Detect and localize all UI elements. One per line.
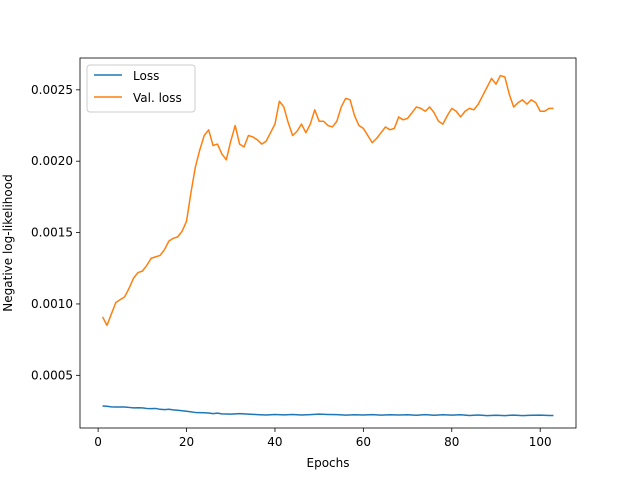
x-tick-label: 0	[94, 435, 102, 449]
y-tick-label: 0.0025	[31, 83, 73, 97]
legend: Loss Val. loss	[86, 64, 196, 113]
legend-box	[86, 64, 196, 113]
series-line-val-loss	[101, 74, 554, 327]
x-tick-label: 20	[179, 435, 194, 449]
y-tick-label: 0.0015	[31, 226, 73, 240]
legend-label-val-loss: Val. loss	[133, 91, 182, 105]
x-axis: 0 20 40 60 80 100	[94, 428, 552, 449]
y-tick-label: 0.0005	[31, 368, 73, 382]
y-axis: 0.0005 0.0010 0.0015 0.0020 0.0025	[31, 83, 80, 382]
x-axis-label: Epochs	[307, 456, 350, 470]
x-tick-label: 80	[444, 435, 459, 449]
x-tick-label: 60	[356, 435, 371, 449]
legend-label-loss: Loss	[133, 69, 159, 83]
y-axis-label: Negative log-likelihood	[1, 174, 15, 311]
y-tick-label: 0.0020	[31, 154, 73, 168]
series-line-loss	[102, 405, 554, 417]
plot-frame	[79, 57, 577, 429]
x-tick-label: 40	[267, 435, 282, 449]
y-tick-label: 0.0010	[31, 297, 73, 311]
series-layer	[101, 74, 554, 417]
x-tick-label: 100	[529, 435, 552, 449]
